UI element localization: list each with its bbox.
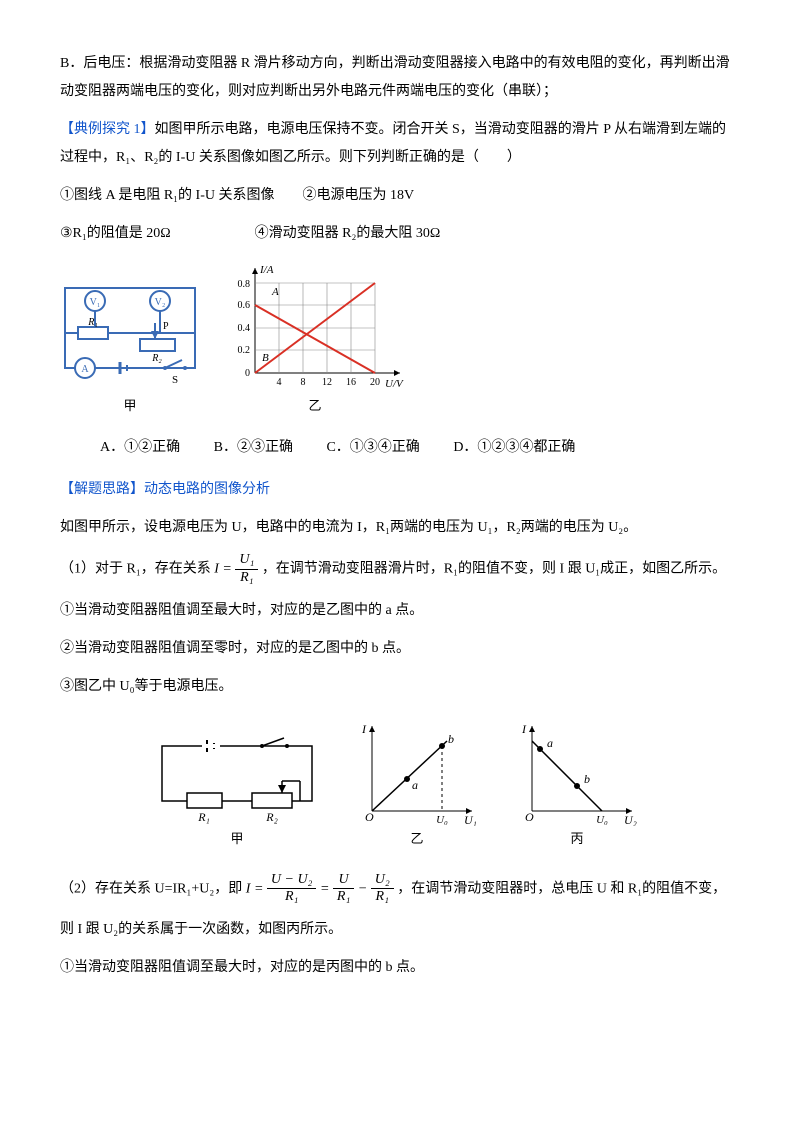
svg-text:8: 8 <box>301 377 306 388</box>
svg-text:0: 0 <box>245 368 250 379</box>
circuit-icon: V₁ V₂ R₁ R₂ P A S <box>60 283 200 393</box>
circuit2-icon: R₁ R₂ <box>152 731 322 826</box>
figure-row-2: R₁ R₂ 甲 I O U₁ a b U₀ 乙 <box>60 721 734 852</box>
solution-p3: 则 I 跟 U₂的关系属于一次函数，如图丙所示。 <box>60 916 734 944</box>
option-a: A．①②正确 <box>100 434 180 462</box>
fig2-label: 乙 <box>220 393 410 419</box>
fig5-label: 丙 <box>512 826 642 852</box>
text: B．后电压：根据滑动变阻器 R 滑片移动方向，判断出滑动变阻器接入电路中的有效电… <box>60 56 730 99</box>
svg-text:P: P <box>163 321 169 332</box>
svg-text:U₁: U₁ <box>464 813 477 826</box>
svg-text:R₁: R₁ <box>87 317 98 328</box>
statement-line1: ①图线 A 是电阻 R₁的 I-U 关系图像 ②电源电压为 18V <box>60 182 734 210</box>
svg-text:V₁: V₁ <box>90 297 101 308</box>
option-b: B．②③正确 <box>214 434 293 462</box>
svg-text:O: O <box>525 810 534 824</box>
example-intro: 【典例探究 1】如图甲所示电路，电源电压保持不变。闭合开关 S，当滑动变阻器的滑… <box>60 116 734 172</box>
solution-tag: 【解题思路】动态电路的图像分析 <box>60 482 270 497</box>
svg-text:I: I <box>361 722 367 736</box>
svg-text:0.8: 0.8 <box>238 279 251 290</box>
solution-eq1: （1）对于 R₁，存在关系 I = U₁R₁ ，在调节滑动变阻器滑片时，R₁的阻… <box>60 552 734 587</box>
svg-text:U₀: U₀ <box>436 814 448 826</box>
fig4-label: 乙 <box>352 826 482 852</box>
fraction-3: UR₁ <box>333 872 354 907</box>
text: ，在调节滑动变阻器滑片时，R₁的阻值不变，则 I 跟 U₁成正，如图乙所示。 <box>262 562 726 577</box>
minus: − <box>358 881 371 896</box>
svg-text:R₂: R₂ <box>151 353 162 364</box>
svg-text:I/A: I/A <box>259 264 274 276</box>
eq-I: I = <box>214 562 235 577</box>
fraction-4: U₂R₁ <box>371 872 394 907</box>
svg-text:R₁: R₁ <box>197 810 210 824</box>
options: A．①②正确 B．②③正确 C．①③④正确 D．①②③④都正确 <box>100 434 734 462</box>
statement-line2: ③R₁的阻值是 20Ω ④滑动变阻器 R₂的最大阻 30Ω <box>60 220 734 248</box>
svg-text:4: 4 <box>277 377 282 388</box>
bullet-2: ②当滑动变阻器阻值调至零时，对应的是乙图中的 b 点。 <box>60 635 734 663</box>
svg-text:I: I <box>521 722 527 736</box>
fig3-label: 甲 <box>152 826 322 852</box>
fig1-label: 甲 <box>60 393 200 419</box>
para-b: B．后电压：根据滑动变阻器 R 滑片移动方向，判断出滑动变阻器接入电路中的有效电… <box>60 50 734 106</box>
graph-fig: I/A U/V 0 0.2 0.4 0.6 0.8 4 8 <box>220 263 410 419</box>
graph-icon: I/A U/V 0 0.2 0.4 0.6 0.8 4 8 <box>220 263 410 393</box>
option-d: D．①②③④都正确 <box>453 434 575 462</box>
text: （1）对于 R₁，存在关系 <box>60 562 214 577</box>
svg-text:S: S <box>172 374 178 386</box>
svg-text:B: B <box>262 352 269 364</box>
svg-text:A: A <box>271 286 279 298</box>
solution-heading: 【解题思路】动态电路的图像分析 <box>60 476 734 504</box>
circuit2-fig: R₁ R₂ 甲 <box>152 731 322 852</box>
svg-text:U₂: U₂ <box>624 813 637 826</box>
solution-eq2: （2）存在关系 U=IR₁+U₂，即 I = U − U₂R₁ = UR₁ − … <box>60 872 734 907</box>
circuit-fig: V₁ V₂ R₁ R₂ P A S 甲 <box>60 283 200 419</box>
svg-text:b: b <box>584 772 590 786</box>
svg-text:a: a <box>547 736 553 750</box>
svg-text:20: 20 <box>370 377 380 388</box>
svg-text:12: 12 <box>322 377 332 388</box>
graph-yi-icon: I O U₁ a b U₀ <box>352 721 482 826</box>
svg-text:R₂: R₂ <box>265 810 278 824</box>
bullet-3: ③图乙中 U₀等于电源电压。 <box>60 673 734 701</box>
bullet-4: ①当滑动变阻器阻值调至最大时，对应的是丙图中的 b 点。 <box>60 954 734 982</box>
svg-text:U/V: U/V <box>385 378 404 390</box>
bullet-1: ①当滑动变阻器阻值调至最大时，对应的是乙图中的 a 点。 <box>60 597 734 625</box>
fraction-2: U − U₂R₁ <box>267 872 317 907</box>
svg-text:0.4: 0.4 <box>238 323 251 334</box>
fraction-1: U₁R₁ <box>235 552 258 587</box>
svg-text:V₂: V₂ <box>155 297 166 308</box>
solution-p1: 如图甲所示，设电源电压为 U，电路中的电流为 I，R₁两端的电压为 U₁，R₂两… <box>60 514 734 542</box>
svg-text:A: A <box>81 364 89 375</box>
graph-bing: I O U₂ a b U₀ 丙 <box>512 721 642 852</box>
graph-yi: I O U₁ a b U₀ 乙 <box>352 721 482 852</box>
example-text: 如图甲所示电路，电源电压保持不变。闭合开关 S，当滑动变阻器的滑片 P 从右端滑… <box>60 122 726 165</box>
option-c: C．①③④正确 <box>326 434 419 462</box>
svg-text:O: O <box>365 810 374 824</box>
svg-text:U₀: U₀ <box>596 814 608 826</box>
svg-text:b: b <box>448 732 454 746</box>
svg-text:0.6: 0.6 <box>238 300 251 311</box>
eq: = <box>320 881 333 896</box>
graph-bing-icon: I O U₂ a b U₀ <box>512 721 642 826</box>
svg-text:a: a <box>412 778 418 792</box>
svg-text:16: 16 <box>346 377 356 388</box>
example-tag: 【典例探究 1】 <box>60 122 155 137</box>
text: ，在调节滑动变阻器时，总电压 U 和 R₁的阻值不变， <box>397 881 726 896</box>
text: （2）存在关系 U=IR₁+U₂，即 <box>60 881 246 896</box>
svg-text:0.2: 0.2 <box>238 345 251 356</box>
figure-row-1: V₁ V₂ R₁ R₂ P A S 甲 <box>60 263 734 419</box>
eq-I2: I = <box>246 881 267 896</box>
